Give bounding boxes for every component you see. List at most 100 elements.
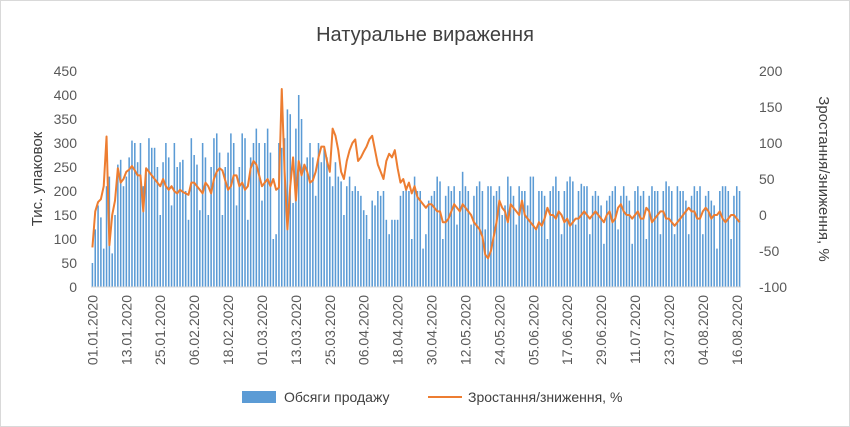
bar xyxy=(552,186,554,287)
bar xyxy=(735,186,738,287)
bar xyxy=(436,176,438,287)
bar xyxy=(391,219,393,287)
bar xyxy=(405,186,407,287)
bar xyxy=(309,143,311,287)
bar xyxy=(724,186,727,287)
bar xyxy=(402,191,405,287)
bar xyxy=(111,253,113,287)
bar xyxy=(323,147,325,287)
bar xyxy=(687,234,690,287)
bar xyxy=(447,186,450,287)
legend-label-line: Зростання/зниження, % xyxy=(468,389,622,405)
x-tick-label: 18.04.2020 xyxy=(390,295,406,365)
bar xyxy=(442,239,444,287)
x-axis-ticks: 01.01.2020 13.01.2020 25.01.2020 06.02.2020… xyxy=(84,295,744,365)
bar xyxy=(450,191,453,287)
bar xyxy=(176,167,178,287)
line-series xyxy=(91,88,741,260)
y-tick-right: 100 xyxy=(759,135,783,151)
x-tick-label: 18.02.2020 xyxy=(220,295,236,365)
bar xyxy=(467,191,470,287)
y-tick-right: 200 xyxy=(759,63,783,79)
bar xyxy=(227,152,229,287)
bar xyxy=(210,167,212,287)
bar xyxy=(280,147,283,287)
bar xyxy=(577,191,580,287)
bar xyxy=(102,248,105,287)
bar xyxy=(128,157,130,287)
y-tick-left: 300 xyxy=(54,135,78,151)
bar xyxy=(266,128,269,287)
bar xyxy=(94,229,97,287)
bar xyxy=(600,205,602,287)
bar xyxy=(196,164,198,287)
bar xyxy=(478,181,481,287)
bar xyxy=(360,195,362,287)
bar xyxy=(730,239,732,287)
bar xyxy=(150,147,153,287)
x-tick-label: 04.08.2020 xyxy=(695,295,711,365)
bar xyxy=(249,157,252,287)
bar xyxy=(659,234,662,287)
bar xyxy=(622,186,625,287)
bar xyxy=(320,162,323,287)
bar xyxy=(668,186,670,287)
bar xyxy=(645,239,648,287)
bar xyxy=(213,138,215,287)
bar xyxy=(306,157,308,287)
x-tick-label: 17.06.2020 xyxy=(559,295,575,365)
y-tick-left: 50 xyxy=(61,255,77,271)
bar xyxy=(207,215,210,287)
x-tick-label: 16.08.2020 xyxy=(729,295,745,365)
x-tick-label: 11.07.2020 xyxy=(627,295,643,364)
y-tick-right: 0 xyxy=(759,207,767,223)
y-tick-left: 200 xyxy=(54,183,78,199)
bar xyxy=(303,167,306,287)
bar xyxy=(241,133,243,287)
legend-swatch-bars xyxy=(242,391,276,403)
bar xyxy=(377,191,379,287)
bar xyxy=(566,181,568,287)
bar xyxy=(283,138,286,287)
bar xyxy=(631,243,633,287)
bar xyxy=(153,147,156,287)
bar xyxy=(182,159,184,287)
bar xyxy=(235,205,238,287)
x-tick-label: 12.05.2020 xyxy=(457,295,473,365)
bar xyxy=(546,239,549,287)
bar xyxy=(193,155,195,287)
bar xyxy=(637,186,639,287)
bar xyxy=(199,210,201,287)
bar xyxy=(232,143,235,287)
bar xyxy=(524,191,526,287)
bar xyxy=(475,186,478,287)
y-tick-left: 400 xyxy=(54,87,78,103)
bar xyxy=(662,191,665,287)
bar xyxy=(317,143,320,287)
bar xyxy=(490,186,492,287)
bar xyxy=(272,239,275,287)
bar xyxy=(201,143,204,287)
bar xyxy=(586,186,588,287)
bar xyxy=(605,200,608,287)
bar xyxy=(704,195,707,287)
bar xyxy=(727,191,730,287)
bar xyxy=(690,195,693,287)
bar xyxy=(139,143,142,287)
bar xyxy=(329,176,331,287)
bar xyxy=(247,219,249,287)
bar xyxy=(665,181,667,287)
bar xyxy=(583,186,585,287)
x-tick-label: 05.06.2020 xyxy=(525,295,541,365)
bar xyxy=(738,191,741,287)
bar xyxy=(187,219,190,287)
bar xyxy=(278,143,280,287)
bar xyxy=(439,181,441,287)
bar xyxy=(540,191,543,287)
y-axis-title-left: Тис. упаковок xyxy=(29,131,46,226)
bar xyxy=(594,191,597,287)
bar xyxy=(340,181,342,287)
bar xyxy=(244,138,246,287)
bar xyxy=(515,224,518,287)
bar xyxy=(419,191,422,287)
